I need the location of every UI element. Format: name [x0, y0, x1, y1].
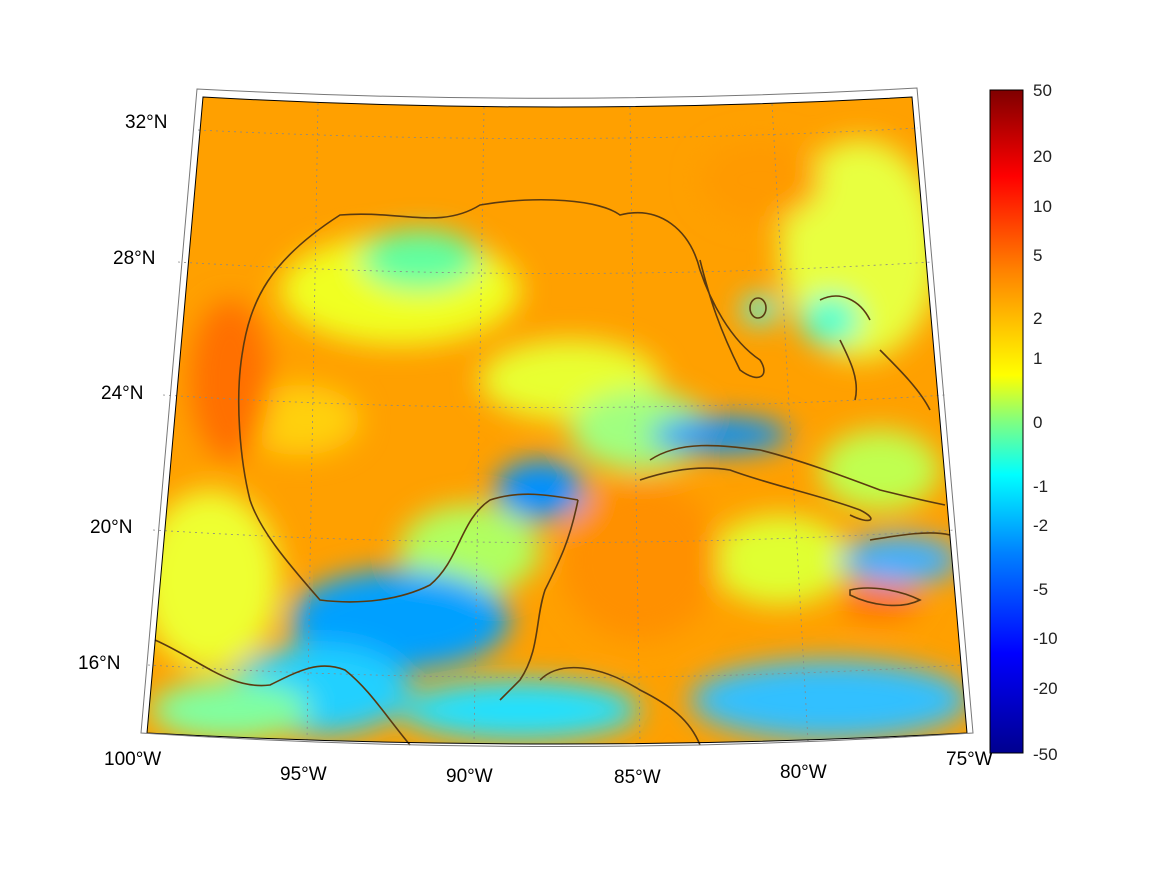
longitude-tick-labels: 100°W 95°W 90°W 85°W 80°W 75°W	[104, 749, 993, 788]
colorbar-tick-label: 5	[1033, 246, 1042, 265]
lon-tick-label: 90°W	[446, 766, 493, 787]
gridlines	[147, 102, 963, 745]
lat-tick-label: 16°N	[78, 653, 120, 674]
colorbar-tick-label: 0	[1033, 413, 1042, 432]
colorbar-tick-label: 50	[1033, 81, 1052, 100]
colorbar-tick-label: -2	[1033, 516, 1048, 535]
colorbar-tick-label: -50	[1033, 745, 1058, 764]
map-field	[147, 97, 967, 744]
lat-tick-label: 32°N	[125, 112, 167, 133]
colorbar-tick-label: 10	[1033, 197, 1052, 216]
lon-tick-label: 80°W	[780, 762, 827, 783]
lon-tick-label: 85°W	[614, 767, 661, 788]
lon-tick-label: 100°W	[104, 749, 161, 770]
lat-tick-label: 24°N	[101, 383, 143, 404]
colorbar-tick-label: 1	[1033, 349, 1042, 368]
colorbar-tick-label: -1	[1033, 477, 1048, 496]
lat-tick-label: 28°N	[113, 248, 155, 269]
colorbar-tick-label: -20	[1033, 679, 1058, 698]
map-frame	[140, 87, 974, 747]
lon-tick-label: 95°W	[280, 764, 327, 785]
colorbar-tick-label: 20	[1033, 147, 1052, 166]
lon-tick-label: 75°W	[946, 749, 993, 770]
latitude-tick-labels: 32°N 28°N 24°N 20°N 16°N	[78, 112, 167, 674]
colorbar-tick-label: 2	[1033, 309, 1042, 328]
colorbar-gradient	[989, 89, 1024, 754]
lat-tick-label: 20°N	[90, 517, 132, 538]
colorbar: 50 20 10 5 2 1 0 -1 -2 -5 -10 -20 -50	[989, 81, 1058, 764]
coastlines	[154, 199, 951, 746]
colorbar-tick-label: -5	[1033, 580, 1048, 599]
colorbar-tick-label: -10	[1033, 629, 1058, 648]
